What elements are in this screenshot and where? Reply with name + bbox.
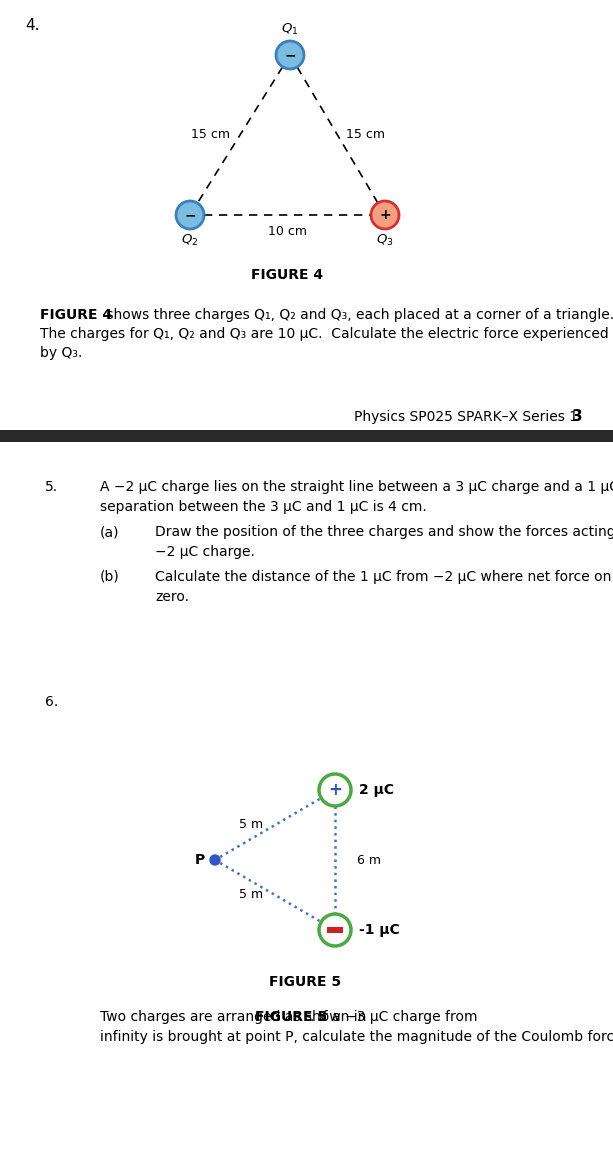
Text: 6.: 6. [45,694,58,709]
Text: . If a −3 μC charge from: . If a −3 μC charge from [310,1010,478,1023]
Text: 2 μC: 2 μC [359,783,394,797]
Text: $Q_1$: $Q_1$ [281,22,299,36]
Text: 3: 3 [573,409,583,424]
Text: by Q₃.: by Q₃. [40,345,82,360]
Text: Two charges are arranged as shown in: Two charges are arranged as shown in [100,1010,371,1023]
Text: P: P [195,853,205,867]
Circle shape [276,41,304,69]
Text: +: + [328,781,342,799]
Bar [327,927,343,933]
Text: +: + [379,208,391,222]
Text: (b): (b) [100,570,120,584]
Text: 15 cm: 15 cm [191,128,230,141]
Text: 5 m: 5 m [239,888,263,901]
Text: 15 cm: 15 cm [346,128,384,141]
Text: Physics SP025 SPARK–X Series 1: Physics SP025 SPARK–X Series 1 [354,410,583,424]
Text: The charges for Q₁, Q₂ and Q₃ are 10 μC.  Calculate the electric force experienc: The charges for Q₁, Q₂ and Q₃ are 10 μC.… [40,327,609,341]
Bar [0,430,613,442]
Text: shows three charges Q₁, Q₂ and Q₃, each placed at a corner of a triangle.: shows three charges Q₁, Q₂ and Q₃, each … [102,308,613,322]
Text: −: − [284,48,296,62]
Text: −: − [184,208,196,222]
Circle shape [210,855,220,865]
Text: Draw the position of the three charges and show the forces acting on the: Draw the position of the three charges a… [155,525,613,539]
Circle shape [319,774,351,806]
Circle shape [371,201,399,229]
Circle shape [176,201,204,229]
Text: zero.: zero. [155,590,189,604]
Text: infinity is brought at point P, calculate the magnitude of the Coulomb force at : infinity is brought at point P, calculat… [100,1030,613,1045]
Text: −2 μC charge.: −2 μC charge. [155,545,255,559]
Text: FIGURE 4: FIGURE 4 [251,268,324,282]
Text: -1 μC: -1 μC [359,924,400,936]
Text: Calculate the distance of the 1 μC from −2 μC where net force on −2 μC is: Calculate the distance of the 1 μC from … [155,570,613,584]
Text: FIGURE 5: FIGURE 5 [269,975,341,989]
Text: A −2 μC charge lies on the straight line between a 3 μC charge and a 1 μC charge: A −2 μC charge lies on the straight line… [100,481,613,494]
Text: $Q_3$: $Q_3$ [376,233,394,248]
Circle shape [319,914,351,946]
Text: 5.: 5. [45,481,58,494]
Text: $Q_2$: $Q_2$ [181,233,199,248]
Text: FIGURE 4: FIGURE 4 [40,308,112,322]
Text: separation between the 3 μC and 1 μC is 4 cm.: separation between the 3 μC and 1 μC is … [100,501,427,513]
Text: 4.: 4. [25,18,39,33]
Text: FIGURE 5: FIGURE 5 [255,1010,327,1023]
Text: 5 m: 5 m [239,819,263,832]
Text: 6 m: 6 m [357,853,381,866]
Text: 10 cm: 10 cm [268,224,307,239]
Text: (a): (a) [100,525,120,539]
